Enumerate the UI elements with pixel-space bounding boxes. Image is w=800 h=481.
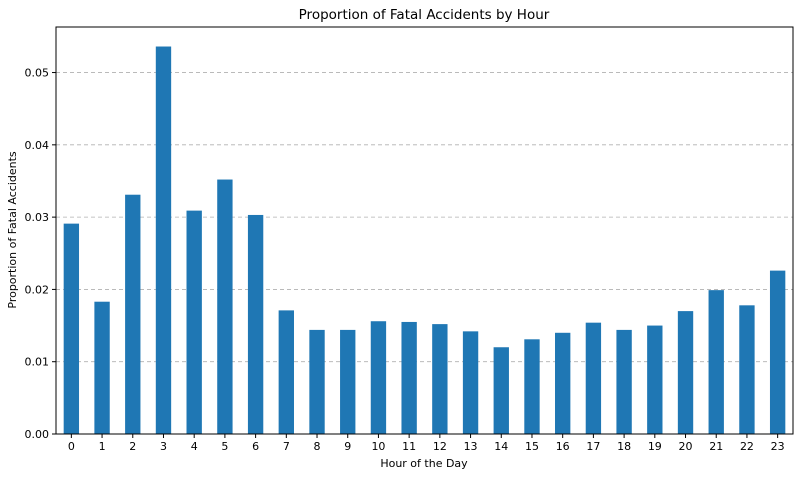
x-tick-label: 8 [314, 440, 321, 453]
chart-title: Proportion of Fatal Accidents by Hour [299, 7, 550, 23]
plot-frame [55, 26, 794, 435]
x-axis-ticks: 0 1 2 3 4 5 6 7 8 9 10 11 12 13 14 15 16 17 18 19 20 21 22 23 [68, 434, 785, 453]
bar-hour-7 [278, 310, 294, 434]
x-tick-label: 18 [617, 440, 631, 453]
bar-hour-6 [247, 214, 264, 434]
x-tick-label: 17 [586, 440, 600, 453]
x-tick-label: 20 [679, 440, 693, 453]
bar-hour-11 [401, 321, 417, 434]
y-tick-label: 0.04 [25, 139, 50, 152]
x-tick-label: 15 [525, 440, 539, 453]
bar-hour-4 [186, 210, 202, 434]
bar-hour-0 [63, 223, 80, 434]
bars [63, 46, 786, 435]
bar-hour-1 [94, 301, 110, 434]
bar-hour-10 [370, 321, 387, 434]
x-tick-label: 3 [160, 440, 167, 453]
x-tick-label: 6 [252, 440, 259, 453]
bar-hour-19 [647, 325, 663, 434]
bar-hour-18 [616, 329, 632, 434]
y-tick-label: 0.03 [25, 211, 50, 224]
bar-hour-15 [524, 339, 540, 434]
y-tick-label: 0.02 [25, 283, 50, 296]
bar-hour-14 [493, 347, 509, 434]
bar-hour-9 [340, 329, 356, 434]
bar-hour-16 [555, 332, 571, 434]
x-tick-label: 23 [771, 440, 785, 453]
x-tick-label: 14 [494, 440, 508, 453]
y-tick-label: 0.05 [25, 67, 50, 80]
x-tick-label: 13 [464, 440, 478, 453]
x-tick-label: 12 [433, 440, 447, 453]
bar-hour-12 [432, 324, 448, 434]
y-tick-label: 0.01 [25, 356, 50, 369]
bar-hour-17 [585, 322, 602, 434]
x-tick-label: 21 [709, 440, 723, 453]
x-tick-label: 4 [191, 440, 198, 453]
y-tick-label: 0.00 [25, 428, 50, 441]
bar-hour-21 [708, 290, 724, 434]
bar-hour-20 [677, 311, 694, 434]
bar-hour-5 [217, 179, 233, 434]
grid-lines [56, 72, 793, 363]
x-tick-label: 11 [402, 440, 416, 453]
bar-hour-22 [739, 305, 755, 434]
bar-hour-8 [309, 329, 325, 434]
bar-hour-2 [125, 194, 141, 434]
x-tick-label: 16 [556, 440, 570, 453]
bar-hour-23 [769, 270, 786, 434]
bar-hour-3 [155, 46, 172, 435]
x-tick-label: 22 [740, 440, 754, 453]
y-axis-ticks: 0.00 0.01 0.02 0.03 0.04 0.05 [25, 67, 56, 441]
y-axis-label: Proportion of Fatal Accidents [6, 151, 19, 309]
x-tick-label: 1 [99, 440, 106, 453]
x-tick-label: 2 [129, 440, 136, 453]
x-tick-label: 0 [68, 440, 75, 453]
x-tick-label: 19 [648, 440, 662, 453]
x-tick-label: 7 [283, 440, 290, 453]
x-tick-label: 5 [221, 440, 228, 453]
bar-hour-13 [462, 331, 479, 434]
x-tick-label: 10 [371, 440, 385, 453]
x-axis-label: Hour of the Day [380, 457, 468, 470]
x-tick-label: 9 [344, 440, 351, 453]
